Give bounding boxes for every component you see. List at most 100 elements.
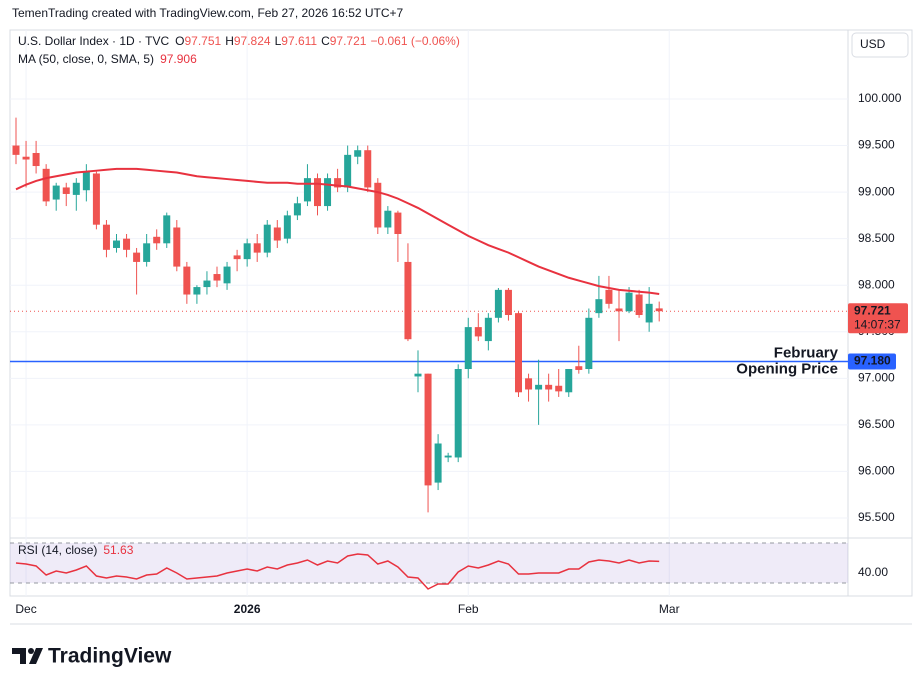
candle-body (303, 178, 311, 202)
candle-body (605, 289, 613, 304)
candle-body (364, 150, 372, 188)
candle-body (173, 227, 181, 267)
candle-body (494, 289, 502, 318)
currency-button[interactable] (851, 32, 909, 58)
y-tick-label: 96.000 (858, 464, 895, 478)
ma-legend: MA (50, close, 0, SMA, 5) 97.906 (18, 52, 197, 66)
candle-body (464, 327, 472, 370)
y-tick-label: 95.500 (858, 510, 895, 524)
open: 97.751 (185, 34, 222, 48)
candle-body (22, 156, 30, 160)
candle-body (42, 168, 50, 202)
change: −0.061 (−0.06%) (370, 34, 459, 48)
brand-logo: TradingView (12, 645, 172, 668)
candle-body (133, 252, 141, 262)
legend: U.S. Dollar Index · 1D · TVC O97.751 H97.8… (18, 34, 460, 557)
annotation: Opening Price (736, 361, 838, 378)
candle-body (394, 212, 402, 235)
candle-body (62, 187, 70, 194)
candle-body (504, 289, 512, 316)
candle-body (444, 455, 452, 458)
price-tag (848, 303, 908, 334)
candle-body (82, 171, 90, 191)
ma-name: MA (50, close, 0, SMA, 5) (18, 52, 154, 66)
candle-body (293, 203, 301, 216)
frame (9, 29, 913, 597)
candle-body (474, 327, 482, 337)
candle-body (233, 255, 241, 260)
candle-body (102, 224, 110, 250)
candle-body (92, 173, 100, 225)
ohlc-label: O (175, 34, 184, 48)
ohlc-label: H (225, 34, 234, 48)
price-tag-label: 97.721 (854, 303, 891, 317)
ma-value: 97.906 (160, 52, 197, 66)
logo-icon (12, 648, 43, 664)
candle-body (253, 243, 261, 253)
candle-body (454, 369, 462, 458)
candle-body (625, 292, 633, 312)
rsi-tick-label: 40.00 (858, 565, 888, 579)
rsi-value: 51.63 (103, 543, 133, 557)
x-tick-label: Mar (659, 602, 680, 616)
countdown: 14:07:37 (854, 317, 901, 331)
candle-body (414, 373, 422, 377)
candle-body (655, 308, 663, 312)
symbol: U.S. Dollar Index · 1D · TVC (18, 34, 169, 48)
candle-body (12, 145, 20, 155)
candle-body (404, 261, 412, 340)
candle-body (545, 384, 553, 390)
candle-body (263, 224, 271, 253)
candle-body (243, 243, 251, 260)
candle-body (72, 182, 80, 195)
close: 97.721 (330, 34, 367, 48)
candle-body (585, 317, 593, 370)
y-tick-label: 97.000 (858, 370, 895, 384)
candle-body (515, 313, 522, 393)
candle-body (374, 182, 382, 228)
x-tick-label: Dec (15, 602, 36, 616)
candle-body (555, 385, 563, 392)
x-tick-label: Feb (458, 602, 479, 616)
candle-body (645, 303, 653, 323)
candle-body (193, 287, 201, 295)
candle-body (525, 378, 533, 390)
y-tick-label: 99.000 (858, 184, 895, 198)
candle-body (153, 236, 161, 244)
candle-body (213, 274, 221, 281)
candle-body (595, 299, 603, 314)
candle-body (635, 294, 643, 316)
candle-body (223, 266, 231, 284)
candle-body (344, 154, 352, 188)
candle-body (314, 178, 321, 207)
rsi-line (15, 553, 660, 590)
candle-body (32, 152, 40, 167)
y-tick-label: 98.000 (858, 277, 895, 291)
ohlc-label: L (275, 34, 282, 48)
candle-body (273, 227, 281, 241)
candle-body (354, 150, 362, 157)
candle-body (424, 373, 432, 486)
ohlc-label: C (321, 34, 330, 48)
candle-body (434, 443, 442, 483)
candle-body (575, 366, 583, 370)
candle-body (565, 369, 573, 393)
candle-body (163, 215, 171, 244)
candle-body (123, 238, 131, 250)
candle-body (334, 178, 342, 188)
hline-tag-label: 97.180 (854, 354, 891, 368)
candle-body (324, 178, 332, 207)
candle-body (484, 317, 492, 342)
y-tick-label: 96.500 (858, 417, 895, 431)
annotation: February (774, 345, 839, 362)
header: TemenTrading created with TradingView.co… (12, 6, 404, 20)
currency[interactable]: USD (860, 37, 886, 51)
candle-body (183, 266, 191, 295)
symbol-legend: U.S. Dollar Index · 1D · TVC O97.751 H97.8… (18, 34, 460, 48)
brand: TradingView (48, 645, 172, 668)
candle-body (113, 240, 120, 248)
high: 97.824 (234, 34, 271, 48)
ma-line (15, 167, 660, 295)
rsi-band (10, 543, 848, 583)
